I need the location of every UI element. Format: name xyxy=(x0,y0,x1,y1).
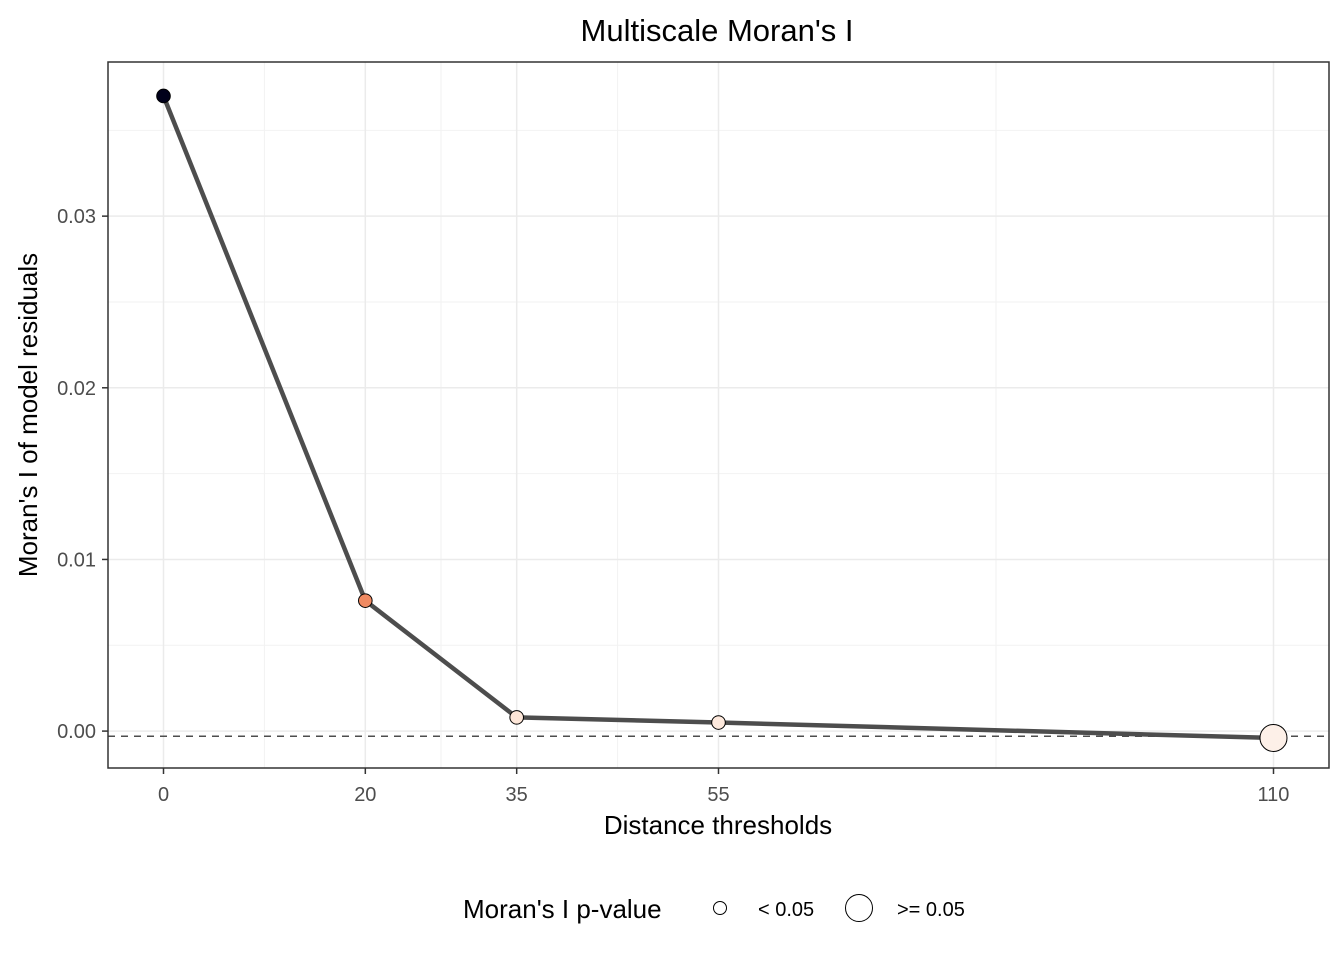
legend-label-large: >= 0.05 xyxy=(897,899,965,921)
data-points xyxy=(156,88,1288,752)
data-point xyxy=(1259,723,1288,752)
legend-title: Moran's I p-value xyxy=(463,894,662,924)
legend-label-small: < 0.05 xyxy=(758,899,814,921)
y-tick-label: 0.02 xyxy=(57,378,96,400)
data-point xyxy=(711,715,726,730)
y-tick-label: 0.01 xyxy=(57,549,96,571)
y-axis-ticks: 0.00 0.01 0.02 0.03 xyxy=(57,206,108,743)
x-tick-label: 110 xyxy=(1258,784,1290,806)
x-axis-title: Distance thresholds xyxy=(604,810,832,840)
x-tick-label: 20 xyxy=(354,784,376,806)
legend: Moran's I p-value < 0.05 >= 0.05 xyxy=(463,894,965,924)
data-point xyxy=(156,88,171,104)
major-gridlines xyxy=(108,62,1329,768)
chart-title: Multiscale Moran's I xyxy=(581,13,854,48)
x-axis-ticks: 0 20 35 55 110 xyxy=(158,768,1290,806)
legend-key-large xyxy=(845,894,873,922)
y-tick-label: 0.00 xyxy=(57,721,96,743)
x-tick-label: 55 xyxy=(707,784,729,806)
y-axis-title: Moran's I of model residuals xyxy=(13,253,43,577)
x-tick-label: 0 xyxy=(158,784,169,806)
data-point xyxy=(509,710,524,725)
data-point xyxy=(358,593,373,608)
x-tick-label: 35 xyxy=(506,784,528,806)
y-tick-label: 0.03 xyxy=(57,206,96,228)
plot-panel xyxy=(107,61,1330,769)
legend-key-small xyxy=(713,901,727,915)
